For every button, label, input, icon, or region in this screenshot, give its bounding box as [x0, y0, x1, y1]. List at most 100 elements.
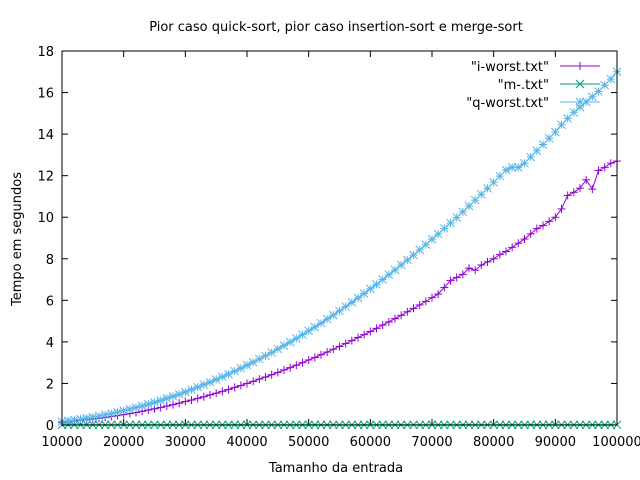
- data-point: [365, 284, 375, 294]
- data-point: [317, 350, 325, 359]
- data-point: [551, 213, 560, 222]
- data-point: [359, 289, 369, 298]
- axis-ticks: 10000 20000 30000 40000 50000 60000 70000 80000…: [37, 45, 640, 450]
- data-point: [397, 311, 406, 320]
- data-point: [125, 404, 135, 414]
- data-point: [587, 92, 597, 102]
- data-point: [249, 377, 258, 386]
- data-point: [316, 318, 326, 328]
- legend-marker: [575, 79, 585, 89]
- data-point: [193, 394, 202, 403]
- data-point: [156, 396, 166, 405]
- legend-label: "i-worst.txt": [471, 60, 549, 75]
- data-point: [520, 235, 529, 244]
- data-point: [323, 348, 332, 357]
- data-point: [446, 276, 455, 285]
- data-point: [181, 397, 190, 406]
- y-tick-label: 6: [46, 294, 54, 309]
- data-point: [384, 317, 393, 326]
- data-point: [471, 266, 480, 275]
- data-point: [212, 389, 221, 398]
- data-point: [409, 250, 418, 260]
- series-0: [58, 157, 621, 427]
- x-tick-label: 70000: [411, 435, 452, 450]
- data-point: [588, 185, 597, 194]
- data-point: [526, 229, 535, 238]
- data-point: [187, 396, 196, 405]
- data-point: [378, 275, 388, 284]
- data-point: [391, 314, 399, 323]
- data-point: [143, 399, 153, 409]
- data-point: [341, 339, 350, 348]
- data-point: [452, 273, 461, 282]
- data-point: [335, 306, 344, 316]
- data-point: [557, 204, 566, 213]
- x-tick-label: 80000: [473, 435, 514, 450]
- data-point: [273, 344, 283, 354]
- x-tick-label: 60000: [350, 435, 391, 450]
- x-tick-label: 100000: [592, 435, 640, 450]
- data-point: [236, 381, 245, 390]
- x-tick-label: 90000: [535, 435, 576, 450]
- data-point: [150, 397, 159, 407]
- legend-label: "m-.txt": [498, 78, 549, 93]
- data-point: [502, 247, 510, 256]
- data-point: [421, 297, 430, 306]
- data-point: [582, 175, 591, 184]
- x-tick-label: 10000: [41, 435, 82, 450]
- data-point: [353, 293, 363, 303]
- data-point: [396, 260, 406, 270]
- y-tick-label: 16: [37, 87, 54, 102]
- y-tick-label: 0: [46, 419, 54, 434]
- legend-label: "q-worst.txt": [466, 96, 549, 111]
- x-tick-label: 40000: [226, 435, 267, 450]
- series-2: [57, 67, 622, 426]
- data-point: [600, 163, 609, 172]
- data-point: [341, 302, 351, 311]
- data-point: [298, 358, 307, 367]
- data-point: [489, 177, 499, 187]
- data-point: [162, 394, 172, 403]
- data-point: [513, 163, 523, 172]
- data-point: [335, 342, 344, 351]
- data-point: [514, 239, 523, 248]
- data-point: [439, 224, 449, 233]
- data-point: [476, 190, 486, 199]
- data-point: [243, 379, 251, 388]
- series-line: [61, 71, 618, 422]
- y-tick-label: 10: [37, 211, 54, 226]
- data-point: [440, 283, 449, 292]
- data-point: [532, 224, 541, 233]
- data-point: [539, 221, 547, 230]
- data-point: [465, 264, 473, 273]
- data-point: [106, 409, 116, 418]
- data-point: [328, 310, 338, 320]
- data-point: [403, 307, 412, 316]
- data-point: [378, 321, 387, 330]
- x-tick-label: 50000: [288, 435, 329, 450]
- data-point: [563, 191, 572, 200]
- data-point: [224, 385, 233, 394]
- data-point: [329, 345, 338, 354]
- y-tick-label: 12: [37, 170, 54, 185]
- data-point: [428, 293, 436, 302]
- data-point: [402, 255, 412, 265]
- series-line: [61, 160, 618, 423]
- data-point: [82, 413, 92, 423]
- x-axis-label: Tamanho da entrada: [268, 461, 403, 476]
- y-tick-label: 2: [46, 377, 54, 392]
- chart-title: Pior caso quick-sort, pior caso insertio…: [149, 20, 523, 35]
- x-tick-label: 20000: [103, 435, 144, 450]
- data-point: [199, 392, 208, 401]
- data-point: [421, 240, 431, 250]
- data-point: [280, 365, 288, 374]
- y-tick-label: 8: [46, 253, 54, 268]
- data-point: [267, 370, 276, 379]
- data-point: [310, 353, 319, 362]
- y-tick-label: 4: [46, 336, 54, 351]
- data-point: [119, 406, 129, 416]
- data-point: [372, 279, 381, 289]
- data-point: [606, 159, 615, 168]
- data-point: [483, 257, 492, 266]
